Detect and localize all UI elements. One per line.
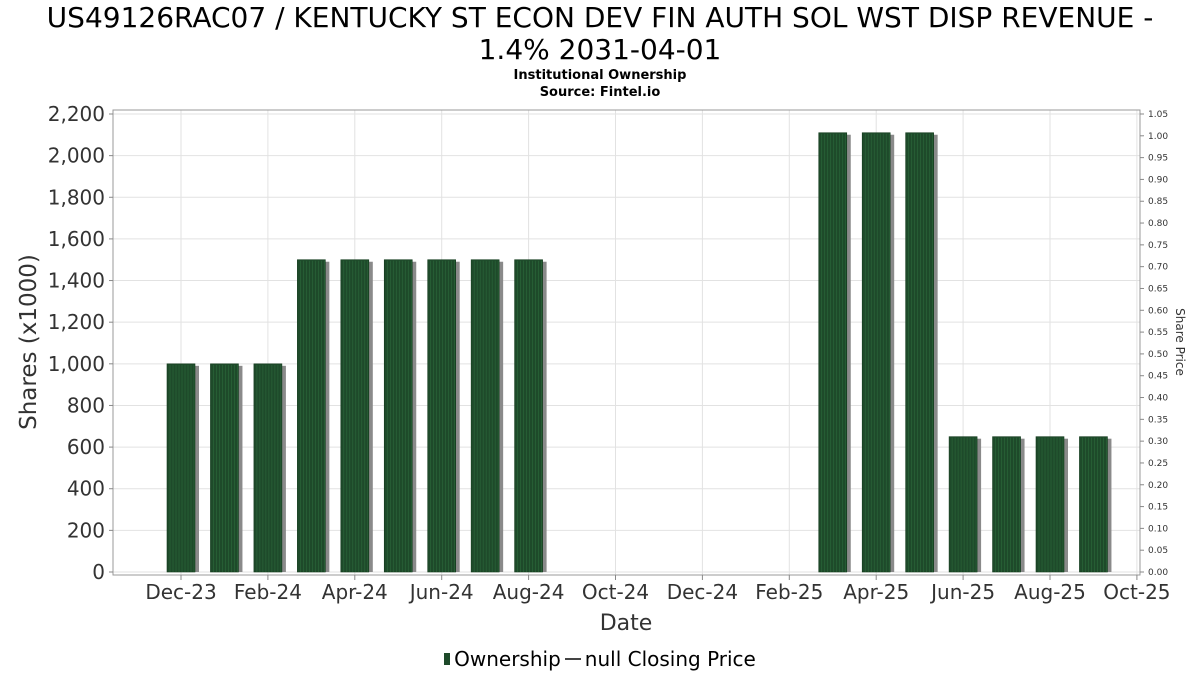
x-axis-ticks: Dec-23 Feb-24 Apr-24 Jun-24 Aug-24 Oct-24 Dec-… bbox=[145, 575, 1171, 604]
y-tick-label: 1,400 bbox=[48, 269, 105, 293]
y-tick-label: 1,800 bbox=[48, 185, 105, 209]
chart-subtitle: Institutional Ownership bbox=[513, 68, 687, 83]
y2-tick-label: 0.65 bbox=[1148, 284, 1168, 294]
y2-tick-label: 0.60 bbox=[1148, 306, 1168, 316]
ownership-legend-swatch bbox=[444, 652, 451, 665]
ownership-bar bbox=[1079, 436, 1108, 573]
y-tick-label: 800 bbox=[67, 393, 105, 417]
ownership-bar bbox=[470, 259, 500, 573]
y2-tick-label: 1.05 bbox=[1148, 110, 1168, 120]
ownership-bar bbox=[427, 259, 457, 573]
y2-tick-label: 0.85 bbox=[1148, 197, 1168, 207]
plot-area bbox=[112, 109, 1141, 576]
closing-price-legend-line bbox=[564, 657, 581, 660]
x-tick-label: Aug-25 bbox=[1014, 580, 1086, 604]
y2-tick-label: 0.45 bbox=[1148, 372, 1168, 382]
legend-ownership: Ownership bbox=[454, 647, 561, 671]
ownership-bar bbox=[253, 363, 283, 573]
y2-axis-label: Share Price bbox=[1173, 308, 1187, 376]
bars bbox=[166, 132, 1112, 573]
chart-source: Source: Fintel.io bbox=[539, 85, 661, 100]
x-tick-label: Apr-24 bbox=[322, 580, 388, 604]
y-tick-label: 2,200 bbox=[48, 102, 105, 126]
y2-tick-label: 0.95 bbox=[1148, 154, 1168, 164]
y-tick-label: 1,000 bbox=[48, 352, 105, 376]
x-tick-label: Feb-24 bbox=[234, 580, 302, 604]
ownership-bar bbox=[992, 436, 1021, 573]
y-tick-label: 400 bbox=[67, 477, 105, 501]
y2-tick-label: 0.80 bbox=[1148, 219, 1168, 229]
y2-tick-label: 0.05 bbox=[1148, 546, 1168, 556]
y2-tick-label: 0.40 bbox=[1148, 394, 1168, 404]
legend: Ownership null Closing Price bbox=[0, 647, 1200, 671]
y2-tick-label: 0.70 bbox=[1148, 263, 1168, 273]
y2-tick-label: 0.20 bbox=[1148, 481, 1168, 491]
y2-tick-label: 0.15 bbox=[1148, 503, 1168, 513]
x-tick-label: Dec-23 bbox=[145, 580, 216, 604]
y-axis-ticks: 0 200 400 600 800 1,000 1,200 1,400 1,600 1,800 2,… bbox=[48, 102, 113, 584]
x-tick-label: Apr-25 bbox=[843, 580, 909, 604]
x-tick-label: Aug-24 bbox=[493, 580, 565, 604]
x-tick-label: Jun-25 bbox=[929, 580, 995, 604]
x-tick-label: Dec-24 bbox=[667, 580, 738, 604]
ownership-bar bbox=[166, 363, 196, 573]
y2-tick-label: 0.75 bbox=[1148, 241, 1168, 251]
y-tick-label: 1,600 bbox=[48, 227, 105, 251]
y2-tick-label: 0.00 bbox=[1148, 568, 1168, 578]
ownership-bar bbox=[905, 132, 934, 573]
ownership-bar bbox=[210, 363, 239, 573]
y2-tick-label: 0.55 bbox=[1148, 328, 1168, 338]
ownership-bar bbox=[340, 259, 370, 573]
y2-tick-label: 0.35 bbox=[1148, 415, 1168, 425]
ownership-bar bbox=[861, 132, 891, 573]
chart-title-line1: US49126RAC07 / KENTUCKY ST ECON DEV FIN … bbox=[46, 1, 1154, 34]
y2-tick-label: 0.25 bbox=[1148, 459, 1168, 469]
y-axis-label: Shares (x1000) bbox=[16, 254, 42, 430]
x-tick-label: Feb-25 bbox=[755, 580, 823, 604]
y2-tick-label: 0.90 bbox=[1148, 175, 1168, 185]
y2-tick-label: 0.50 bbox=[1148, 350, 1168, 360]
chart-title-line2: 1.4% 2031-04-01 bbox=[478, 33, 722, 66]
y2-tick-label: 1.00 bbox=[1148, 132, 1168, 142]
ownership-bar bbox=[948, 436, 978, 573]
ownership-bar bbox=[514, 259, 543, 573]
ownership-bar bbox=[1035, 436, 1065, 573]
y-tick-label: 200 bbox=[67, 518, 105, 542]
x-tick-label: Oct-24 bbox=[582, 580, 649, 604]
ownership-bar bbox=[383, 259, 413, 573]
ownership-bar bbox=[818, 132, 848, 573]
x-tick-label: Jun-24 bbox=[408, 580, 474, 604]
y2-tick-label: 0.30 bbox=[1148, 437, 1168, 447]
y-tick-label: 1,200 bbox=[48, 310, 105, 334]
y-tick-label: 0 bbox=[92, 560, 105, 584]
ownership-bar bbox=[297, 259, 326, 573]
legend-closing-price: null Closing Price bbox=[584, 647, 756, 671]
y-tick-label: 600 bbox=[67, 435, 105, 459]
x-axis-label: Date bbox=[600, 611, 653, 636]
y2-tick-label: 0.10 bbox=[1148, 524, 1168, 534]
x-tick-label: Oct-25 bbox=[1103, 580, 1170, 604]
y-tick-label: 2,000 bbox=[48, 144, 105, 168]
y2-axis-ticks: 0.00 0.05 0.10 0.15 0.20 0.25 0.30 0.35 0.40 0.45… bbox=[1140, 110, 1168, 578]
